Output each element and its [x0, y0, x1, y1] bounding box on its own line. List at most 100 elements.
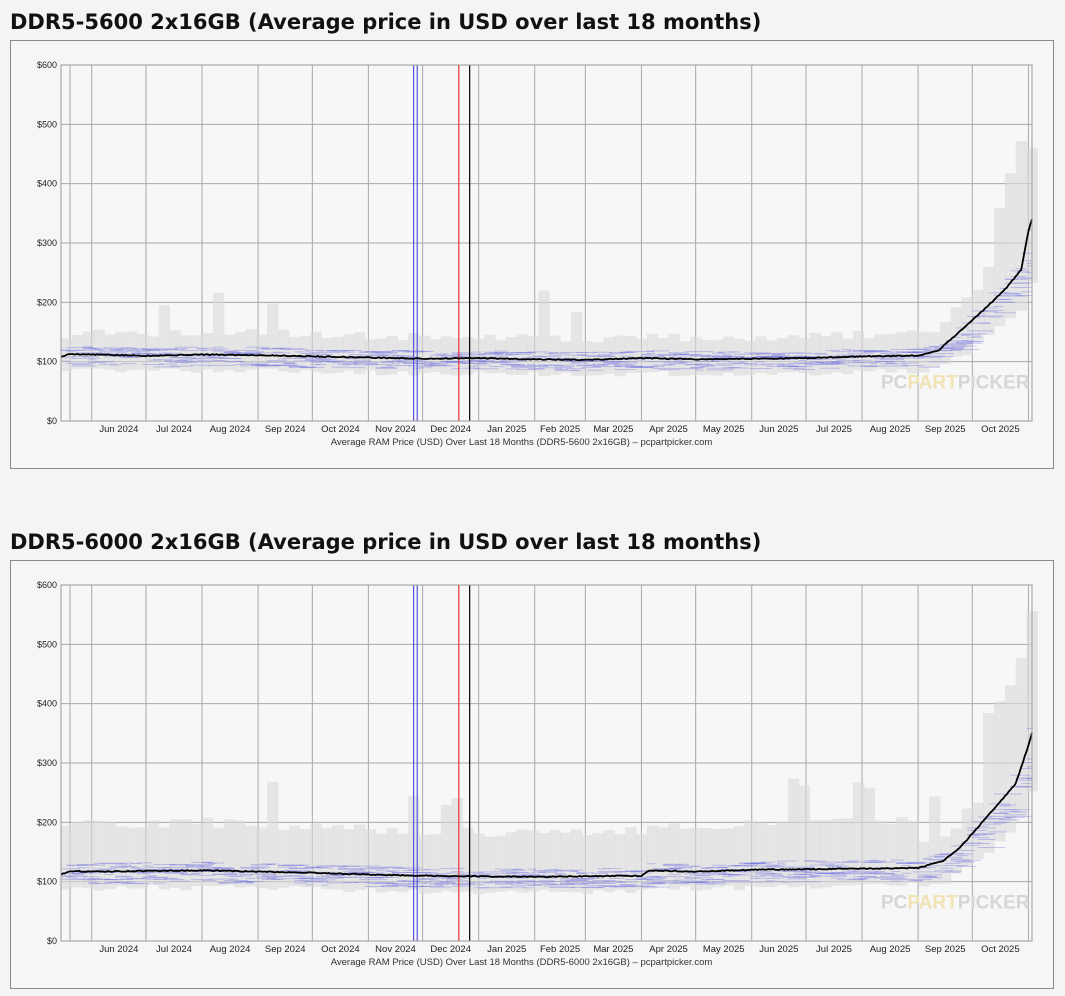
range-band	[71, 334, 84, 369]
range-band	[798, 785, 811, 886]
range-band	[386, 336, 398, 375]
watermark-part: PC	[881, 372, 908, 393]
range-band	[538, 832, 550, 890]
price-spread	[61, 229, 1032, 372]
y-tick-labels: $0 $100 $200 $300 $400 $500 $600	[37, 60, 57, 426]
range-band	[451, 797, 463, 893]
x-tick-label: Jul 2024	[156, 424, 192, 435]
y-tick-label: $200	[37, 297, 57, 307]
range-band	[831, 331, 843, 373]
range-band	[93, 820, 105, 891]
price-range-bands	[61, 141, 1038, 377]
range-band	[473, 833, 485, 895]
watermark-part: PART	[907, 372, 958, 393]
range-band	[603, 830, 615, 893]
range-band	[657, 827, 670, 886]
range-band	[429, 339, 442, 372]
range-band	[397, 833, 409, 893]
range-band	[798, 338, 811, 374]
y-tick-label: $100	[37, 357, 57, 367]
x-tick-label: Apr 2025	[649, 944, 688, 955]
event-markers	[412, 585, 471, 941]
x-tick-label: Jun 2024	[99, 944, 138, 955]
x-tick-label: Jan 2025	[487, 944, 526, 955]
range-band	[711, 339, 724, 376]
range-band	[527, 830, 539, 892]
chart-panel: PCPARTPICKER $0 $100 $200 $300 $400 $500 $600 Ju…	[10, 560, 1054, 989]
range-band	[950, 307, 962, 357]
x-tick-label: Oct 2025	[981, 424, 1020, 435]
range-band	[777, 821, 789, 886]
x-tick-label: Sep 2024	[265, 424, 306, 435]
range-band	[560, 832, 572, 893]
range-band	[766, 340, 778, 375]
range-band	[994, 701, 1006, 842]
range-band	[711, 829, 724, 888]
range-band	[299, 829, 312, 888]
range-band	[397, 340, 409, 372]
y-tick-label: $600	[37, 580, 57, 590]
range-band	[722, 336, 735, 373]
range-band	[766, 825, 778, 887]
x-tick-label: Mar 2025	[593, 424, 633, 435]
range-band	[202, 332, 214, 370]
range-band	[961, 297, 973, 356]
price-chart-ddr5-6000: PCPARTPICKER $0 $100 $200 $300 $400 $500 $600 Ju…	[37, 580, 1038, 968]
x-tick-label: Jun 2025	[759, 944, 798, 955]
range-band	[386, 828, 398, 891]
x-tick-label: Oct 2025	[981, 944, 1020, 955]
range-band	[299, 336, 312, 371]
range-band	[223, 819, 236, 886]
range-band	[115, 332, 127, 373]
range-band	[321, 828, 333, 890]
range-band	[885, 333, 897, 373]
range-band	[570, 829, 583, 893]
range-band	[614, 834, 626, 890]
range-band	[256, 827, 268, 889]
x-tick-label: Jul 2024	[156, 944, 192, 955]
range-band	[429, 834, 442, 893]
range-band	[158, 827, 170, 890]
chart-title: DDR5-5600 2x16GB (Average price in USD o…	[10, 10, 762, 34]
range-band	[234, 820, 246, 888]
range-band	[603, 337, 615, 374]
range-band	[907, 820, 919, 883]
range-band	[777, 338, 789, 373]
range-band	[744, 820, 756, 886]
x-tick-label: Dec 2024	[430, 424, 471, 435]
x-tick-label: Sep 2025	[925, 944, 966, 955]
range-band	[353, 332, 366, 375]
range-band	[863, 787, 876, 885]
range-band	[180, 335, 192, 372]
range-band	[560, 341, 572, 373]
range-band	[191, 824, 203, 887]
range-band	[646, 333, 659, 372]
watermark-part: PICKER	[958, 892, 1030, 913]
range-band	[462, 827, 474, 892]
y-tick-label: $200	[37, 817, 57, 827]
range-band	[223, 334, 236, 371]
watermark-logo: PCPARTPICKER	[881, 372, 1030, 393]
range-band	[484, 334, 496, 374]
x-tick-label: Jul 2025	[816, 424, 852, 435]
range-band	[961, 808, 973, 866]
range-band	[505, 337, 518, 375]
range-band	[516, 829, 529, 893]
range-band	[234, 331, 246, 373]
price-range-bands	[61, 611, 1038, 895]
range-band	[874, 820, 887, 884]
range-band	[462, 337, 474, 375]
range-band	[527, 335, 539, 372]
range-band	[267, 303, 279, 369]
range-band	[93, 329, 105, 369]
y-tick-label: $0	[47, 416, 57, 426]
range-band	[701, 339, 713, 376]
range-band	[136, 827, 149, 889]
chart-caption: Average RAM Price (USD) Over Last 18 Mon…	[331, 957, 713, 968]
range-band	[1004, 685, 1017, 833]
event-markers	[412, 65, 471, 421]
range-band	[733, 338, 745, 376]
range-band	[158, 305, 170, 369]
range-band	[842, 818, 854, 886]
range-band	[494, 340, 507, 373]
